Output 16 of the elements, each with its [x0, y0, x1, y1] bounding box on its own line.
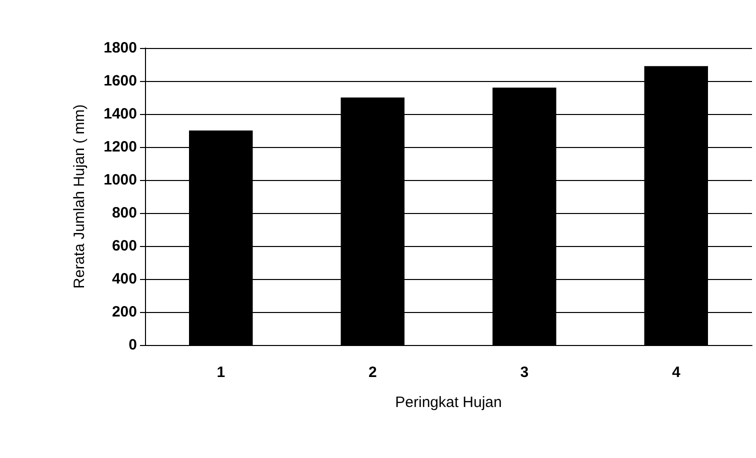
x-tick-label: 4	[672, 364, 681, 381]
y-tick-label: 200	[112, 304, 137, 320]
y-axis-title: Rerata Jumlah Hujan ( mm)	[71, 104, 88, 289]
y-tick-label: 1800	[104, 40, 137, 56]
x-tick-label: 3	[520, 364, 529, 381]
y-tick-label: 1600	[104, 72, 137, 90]
y-tick-label: 800	[112, 204, 137, 222]
y-tick-label: 1000	[104, 172, 137, 188]
y-tick-label: 1400	[104, 106, 137, 122]
x-tick-label: 1	[216, 364, 226, 381]
y-tick-label: 600	[112, 238, 137, 254]
x-axis-title: Peringkat Hujan	[395, 394, 502, 411]
y-tick-label: 0	[128, 336, 137, 354]
y-tick-label: 1200	[104, 138, 137, 156]
x-tick-label: 2	[368, 364, 377, 381]
y-tick-label: 400	[112, 270, 137, 288]
